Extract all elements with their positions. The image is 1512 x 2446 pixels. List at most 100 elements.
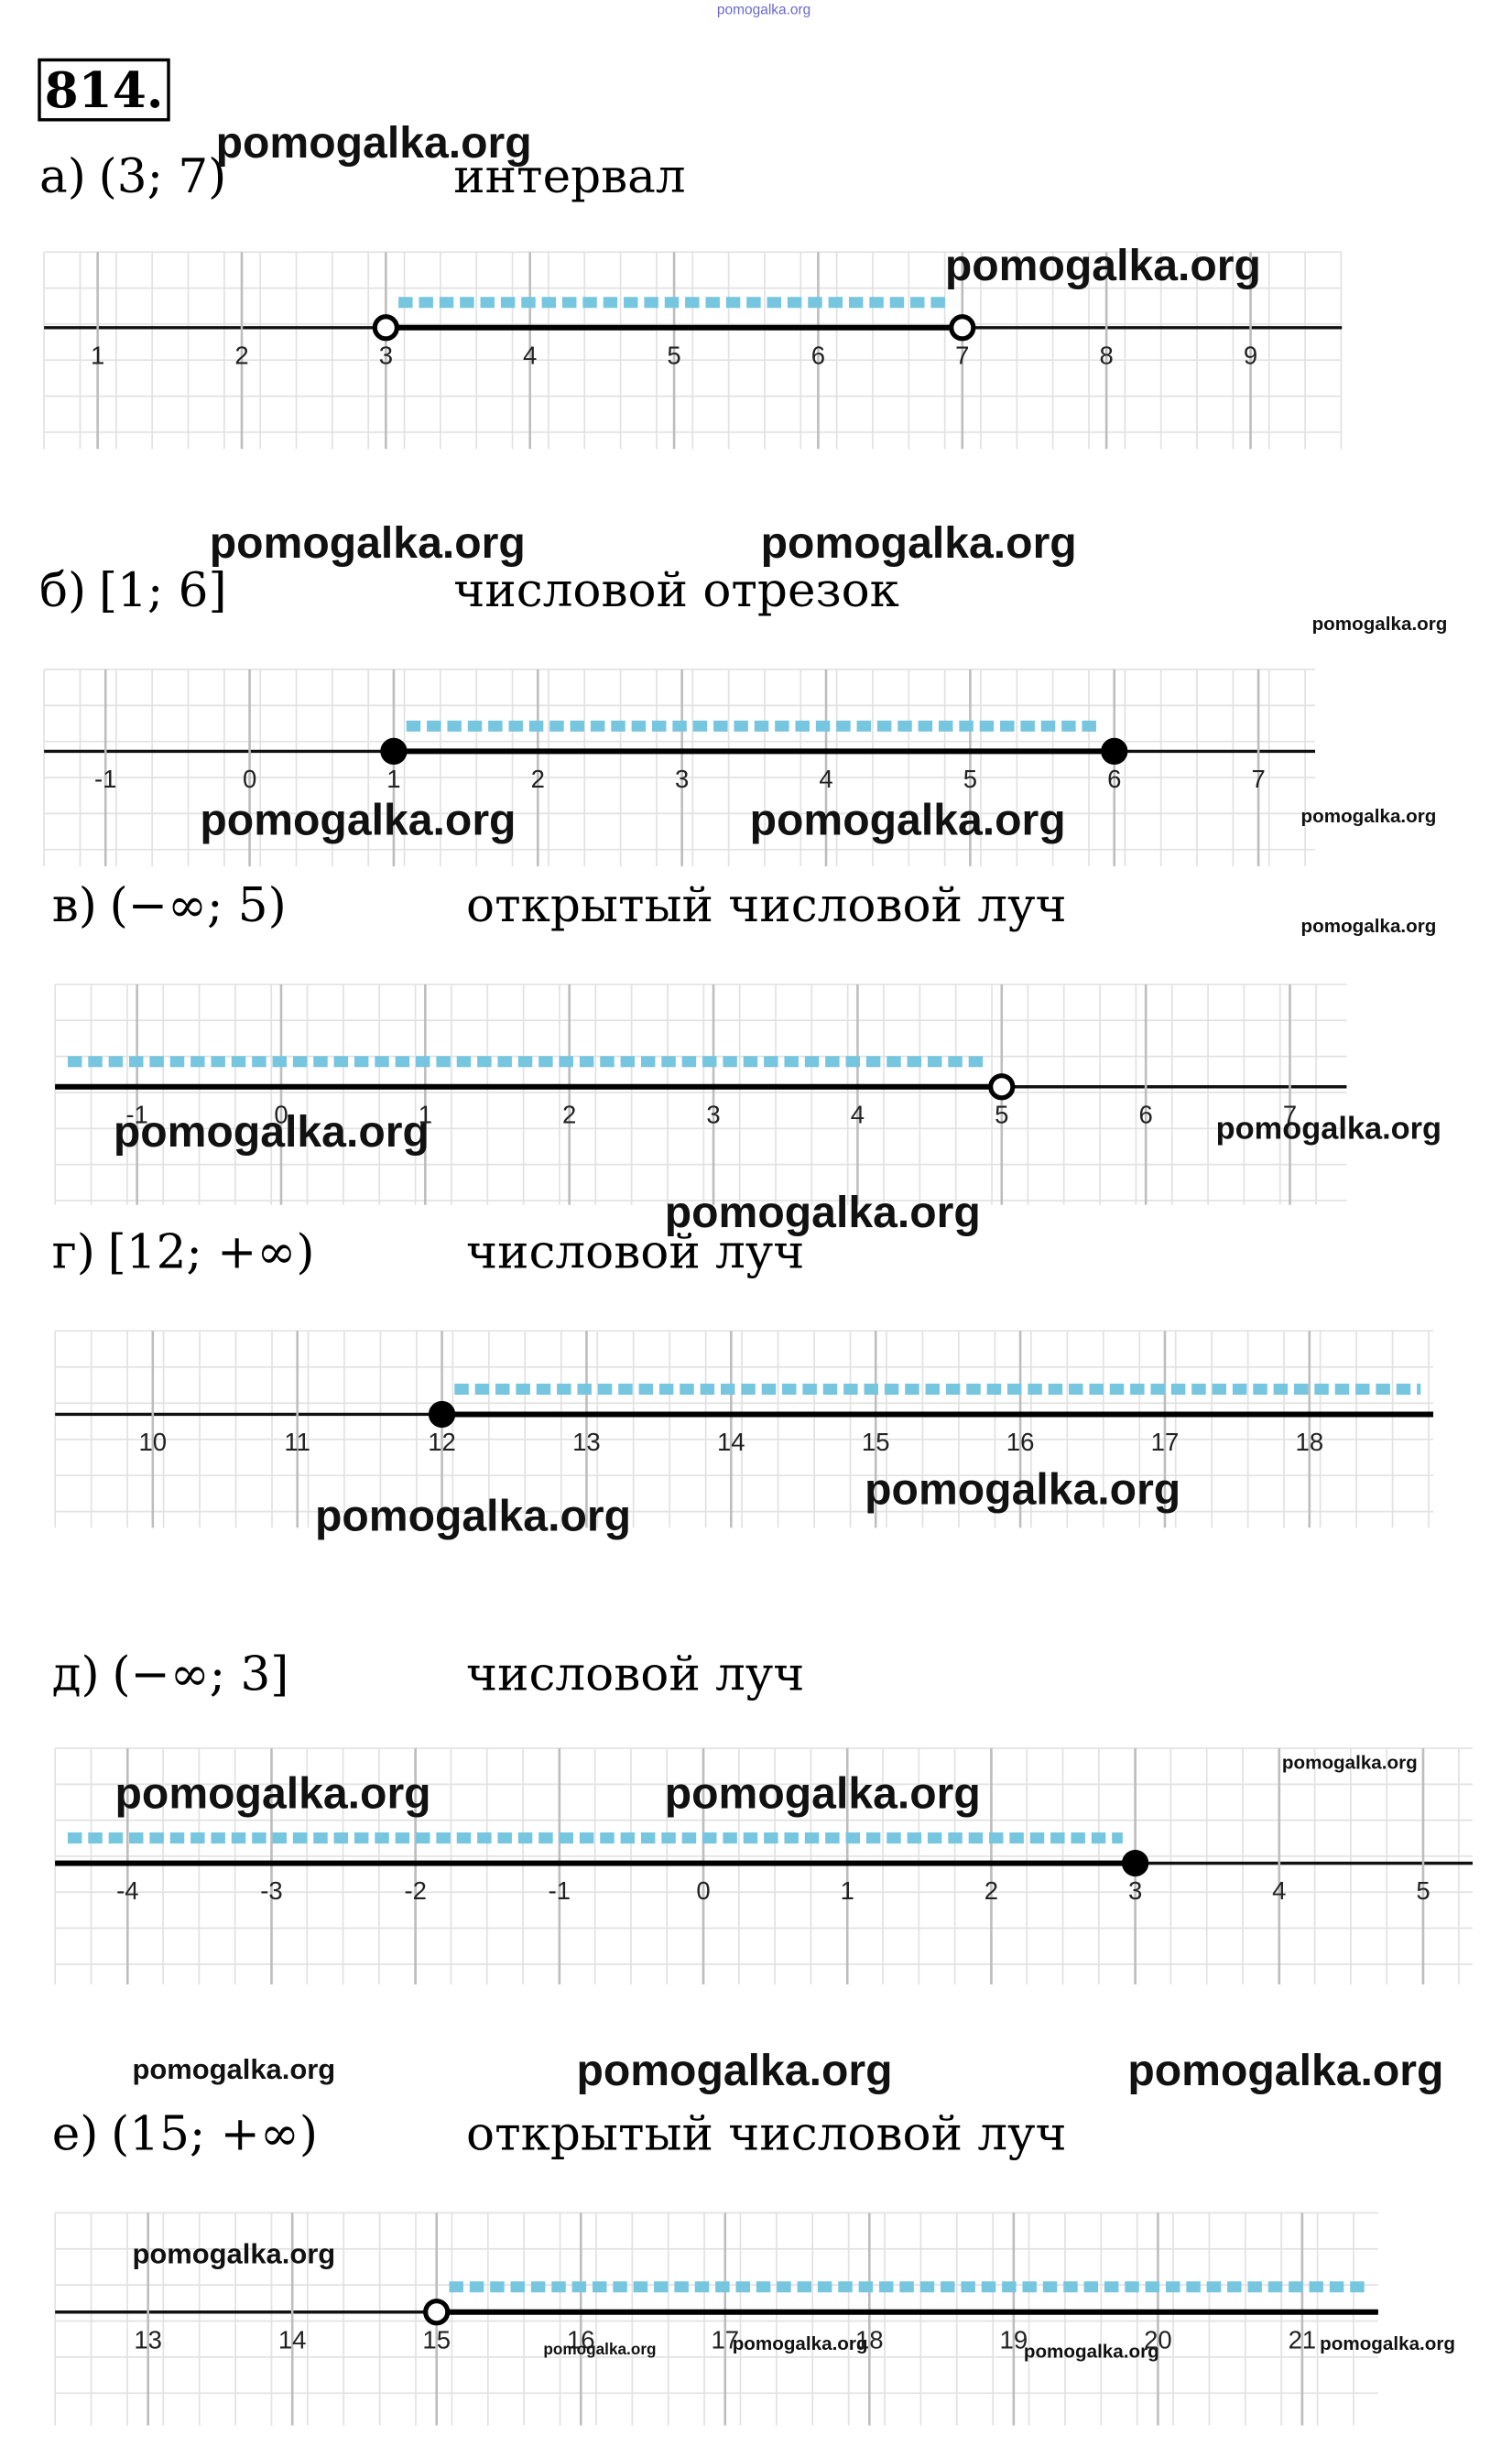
tick-label: 2: [531, 765, 545, 793]
tick-label: 10: [139, 1428, 168, 1456]
tick-label: 0: [243, 765, 256, 793]
closed-point: [428, 1400, 456, 1429]
watermark: pomogalka.org: [1024, 2342, 1159, 2363]
number-line-section: в) (−∞; 5) открытый числовой луч -1 0 1 2 3 4 5 6 7…: [52, 878, 1441, 1205]
tick-label: -1: [549, 1876, 571, 1905]
problem-box: [38, 58, 170, 122]
tick-label: -3: [260, 1876, 282, 1905]
item-heading: д) (−∞; 3]: [52, 1647, 289, 1701]
watermark: pomogalka.org: [200, 796, 516, 845]
tick-label: 4: [523, 341, 537, 369]
number-line-section: д) (−∞; 3] числовой луч -4 -3 -2 -1 0 1 2 3 4 5 pomog…: [52, 1647, 1474, 1985]
watermark: pomogalka.org: [665, 1768, 981, 1818]
item-heading: г) [12; +∞): [52, 1225, 315, 1280]
number-line-section: а) (3; 7) интервал 1 2 3 4 5 6 7 8 9 pomogalka.org po…: [39, 118, 1343, 450]
watermark: pomogalka.org: [132, 2053, 335, 2085]
closed-point: [1122, 1849, 1149, 1877]
item-heading: б) [1; 6]: [39, 563, 227, 618]
tick-label: 2: [234, 341, 248, 369]
tick-label: 1: [841, 1876, 854, 1905]
tick-label: 13: [134, 2325, 162, 2354]
item-heading: е) (15; +∞): [52, 2107, 318, 2162]
watermark: pomogalka.org: [1127, 2046, 1443, 2095]
item-heading: в) (−∞; 5): [52, 878, 287, 933]
tick-label: 0: [274, 1100, 288, 1128]
open-point: [423, 2299, 451, 2326]
closed-point: [380, 737, 408, 766]
tick-label: 5: [1416, 1876, 1430, 1905]
tick-label: 17: [1151, 1428, 1180, 1456]
closed-point: [1101, 737, 1128, 766]
watermark: pomogalka.org: [1301, 806, 1437, 827]
tick-label: 4: [1272, 1876, 1286, 1905]
interval: (3; 7): [99, 149, 227, 204]
interval: [12; +∞): [108, 1225, 315, 1280]
interval: (−∞; 3]: [112, 1647, 288, 1701]
tick-label: 17: [711, 2325, 739, 2354]
watermark: pomogalka.org: [733, 2333, 868, 2354]
watermark: pomogalka.org: [761, 518, 1077, 568]
tick-label: 19: [1000, 2325, 1028, 2354]
tick-label: 4: [819, 765, 832, 793]
tick-label: 9: [1244, 341, 1257, 369]
tick-label: 15: [862, 1428, 890, 1456]
number-line-section: б) [1; 6] числовой отрезок -1 0 1 2 3 4 5 6 7 pomoga…: [39, 518, 1447, 866]
watermark: pomogalka.org: [132, 2237, 335, 2269]
interval: (15; +∞): [111, 2107, 318, 2162]
tick-label: 12: [428, 1428, 456, 1456]
problem-number: 814.: [45, 61, 164, 119]
tick-label: 6: [1139, 1100, 1153, 1128]
tick-label: 5: [667, 341, 680, 369]
tick-label: 3: [379, 341, 393, 369]
tick-label: 6: [811, 341, 825, 369]
watermark: pomogalka.org: [1301, 916, 1437, 937]
tick-label: 11: [284, 1428, 310, 1456]
tick-label: 16: [567, 2325, 595, 2354]
tick-label: 14: [717, 1428, 745, 1456]
watermark: pomogalka.org: [210, 518, 526, 568]
tick-label: 3: [1128, 1876, 1142, 1905]
tick-label: -4: [116, 1876, 138, 1905]
item-label: б): [39, 563, 86, 618]
watermark: pomogalka.org: [216, 118, 532, 168]
watermark: pomogalka.org: [945, 241, 1261, 290]
tick-label: 7: [955, 341, 969, 369]
item-description: открытый числовой луч: [466, 878, 1067, 933]
tick-label: 18: [855, 2325, 884, 2354]
tick-label: 16: [1006, 1428, 1035, 1456]
tick-label: 1: [91, 341, 104, 369]
item-label: г): [52, 1225, 95, 1280]
watermark: pomogalka.org: [1320, 2333, 1455, 2354]
item-label: д): [52, 1647, 100, 1701]
watermark: pomogalka.org: [717, 3, 810, 18]
tick-label: 21: [1289, 2325, 1317, 2354]
open-point: [372, 314, 399, 342]
item-description: открытый числовой луч: [466, 2107, 1067, 2162]
tick-label: 5: [995, 1100, 1008, 1128]
watermark: pomogalka.org: [1216, 1111, 1441, 1146]
tick-label: 1: [419, 1100, 432, 1128]
item-label: а): [39, 149, 86, 204]
item-description: числовой отрезок: [453, 563, 899, 618]
open-point: [949, 314, 976, 342]
watermark: pomogalka.org: [576, 2046, 892, 2095]
tick-label: 4: [851, 1100, 865, 1128]
tick-label: 7: [1251, 765, 1265, 793]
item-description: числовой луч: [466, 1225, 804, 1280]
item-description: числовой луч: [466, 1647, 804, 1701]
watermark: pomogalka.org: [865, 1464, 1180, 1514]
tick-label: 3: [675, 765, 689, 793]
tick-label: 15: [422, 2325, 451, 2354]
watermark: pomogalka.org: [315, 1492, 631, 1541]
item-description: интервал: [453, 149, 685, 204]
item-heading: а) (3; 7): [39, 149, 226, 204]
item-label: е): [52, 2107, 99, 2162]
tick-label: -1: [94, 765, 116, 793]
open-point: [988, 1073, 1016, 1101]
number-line-section: е) (15; +∞) открытый числовой луч 13 14 15 16 1…: [52, 2046, 1455, 2426]
tick-label: -1: [125, 1100, 147, 1128]
tick-label: 8: [1100, 341, 1114, 369]
tick-label: 2: [562, 1100, 576, 1128]
